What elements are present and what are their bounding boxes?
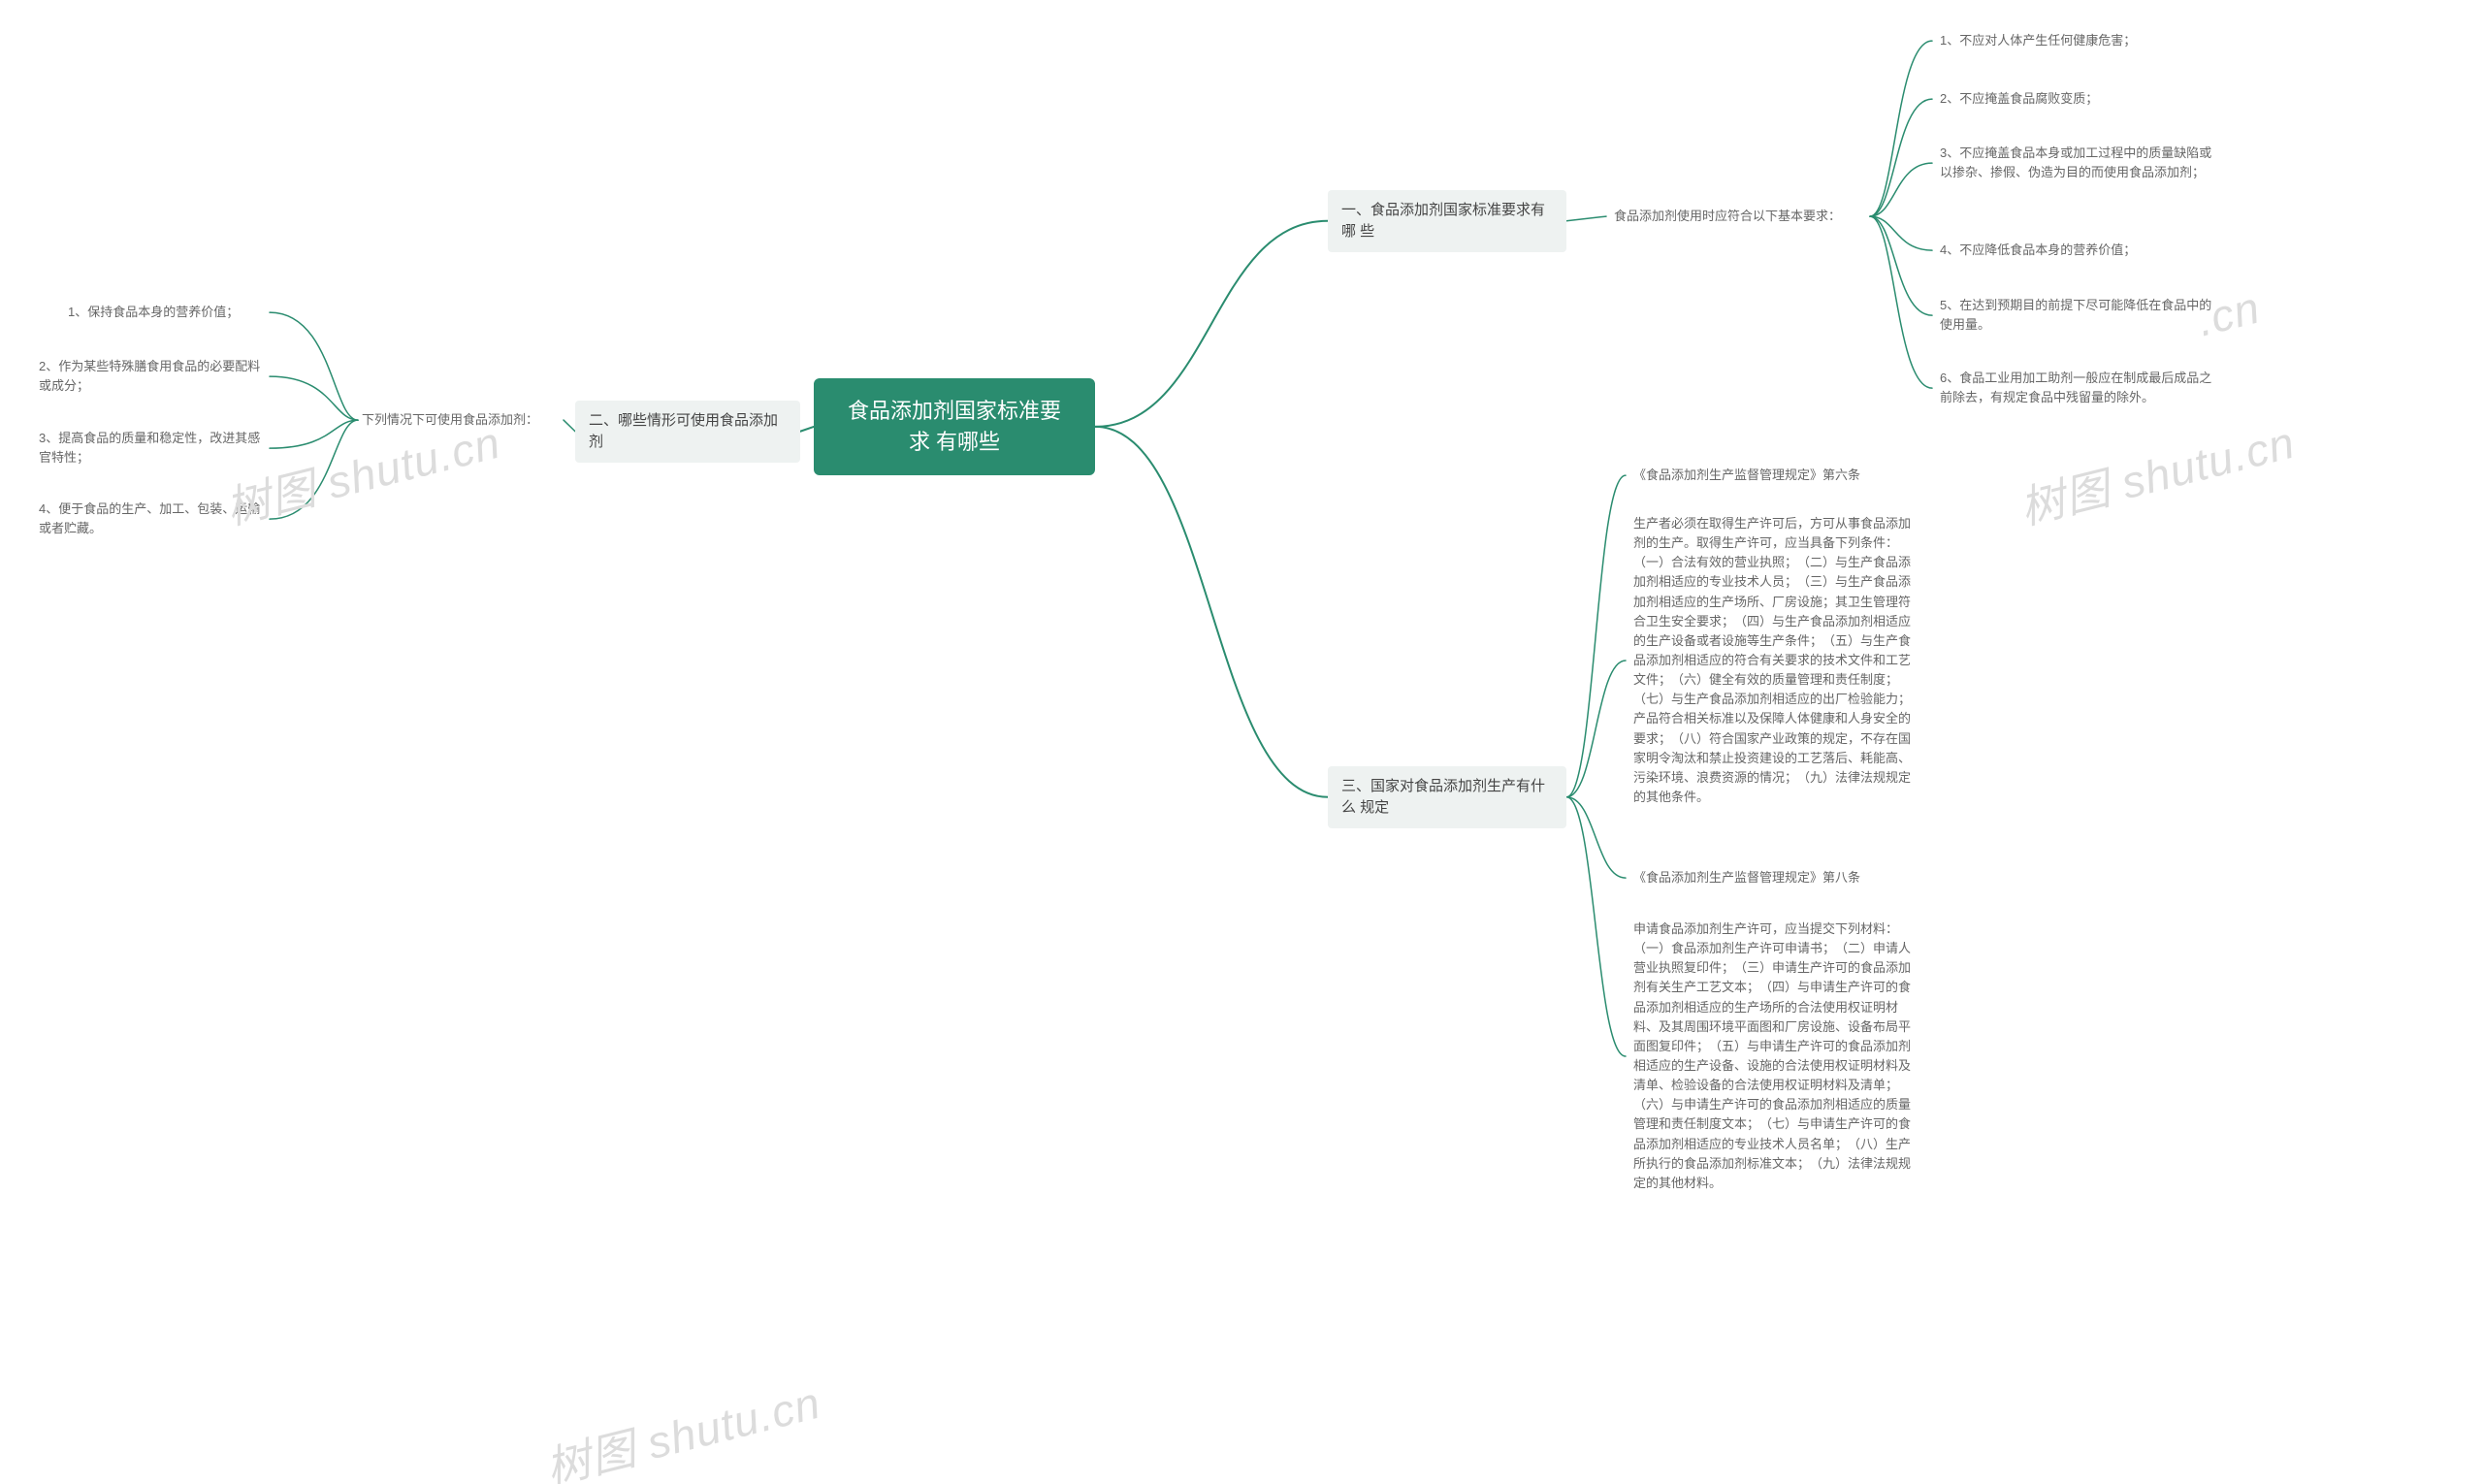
right-leaf-r6: 6、食品工业用加工助剂一般应在制成最后成品之前除去，有规定食品中残留量的除外。	[1940, 369, 2221, 407]
left-leaf-l4: 4、便于食品的生产、加工、包装、运输或者贮藏。	[39, 500, 262, 538]
mid-node-1-text: 食品添加剂使用时应符合以下基本要求：	[1614, 209, 1841, 223]
root-node: 食品添加剂国家标准要求 有哪些	[814, 378, 1095, 475]
mid-node-2: 下列情况下可使用食品添加剂：	[362, 410, 556, 430]
reg-leaf-g4: 申请食品添加剂生产许可，应当提交下列材料： （一）食品添加剂生产许可申请书； （…	[1633, 919, 1915, 1193]
mid-node-2-text: 下列情况下可使用食品添加剂：	[362, 412, 538, 427]
right-leaf-r5: 5、在达到预期目的前提下尽可能降低在食品中的使用量。	[1940, 296, 2221, 335]
root-text: 食品添加剂国家标准要求 有哪些	[848, 399, 1061, 454]
mindmap-canvas	[0, 0, 2483, 1484]
right-leaf-r1: 1、不应对人体产生任何健康危害；	[1940, 31, 2202, 50]
left-leaf-l2: 2、作为某些特殊膳食用食品的必要配料或成分；	[39, 357, 262, 396]
mid-node-1: 食品添加剂使用时应符合以下基本要求：	[1614, 207, 1866, 226]
branch-3-text: 三、国家对食品添加剂生产有什么 规定	[1341, 778, 1545, 816]
branch-1: 一、食品添加剂国家标准要求有哪 些	[1328, 190, 1566, 252]
branch-1-text: 一、食品添加剂国家标准要求有哪 些	[1341, 202, 1545, 240]
reg-leaf-g1: 《食品添加剂生产监督管理规定》第六条	[1633, 466, 1886, 485]
reg-leaf-g3: 《食品添加剂生产监督管理规定》第八条	[1633, 868, 1886, 887]
right-leaf-r2: 2、不应掩盖食品腐败变质；	[1940, 89, 2202, 109]
branch-2: 二、哪些情形可使用食品添加剂	[575, 401, 800, 463]
left-leaf-l1: 1、保持食品本身的营养价值；	[68, 303, 262, 322]
reg-leaf-g2: 生产者必须在取得生产许可后，方可从事食品添加剂的生产。取得生产许可，应当具备下列…	[1633, 514, 1915, 807]
right-leaf-r3: 3、不应掩盖食品本身或加工过程中的质量缺陷或以掺杂、掺假、伪造为目的而使用食品添…	[1940, 144, 2221, 182]
branch-2-text: 二、哪些情形可使用食品添加剂	[589, 412, 778, 450]
branch-3: 三、国家对食品添加剂生产有什么 规定	[1328, 766, 1566, 828]
left-leaf-l3: 3、提高食品的质量和稳定性，改进其感官特性；	[39, 429, 262, 468]
right-leaf-r4: 4、不应降低食品本身的营养价值；	[1940, 241, 2202, 260]
